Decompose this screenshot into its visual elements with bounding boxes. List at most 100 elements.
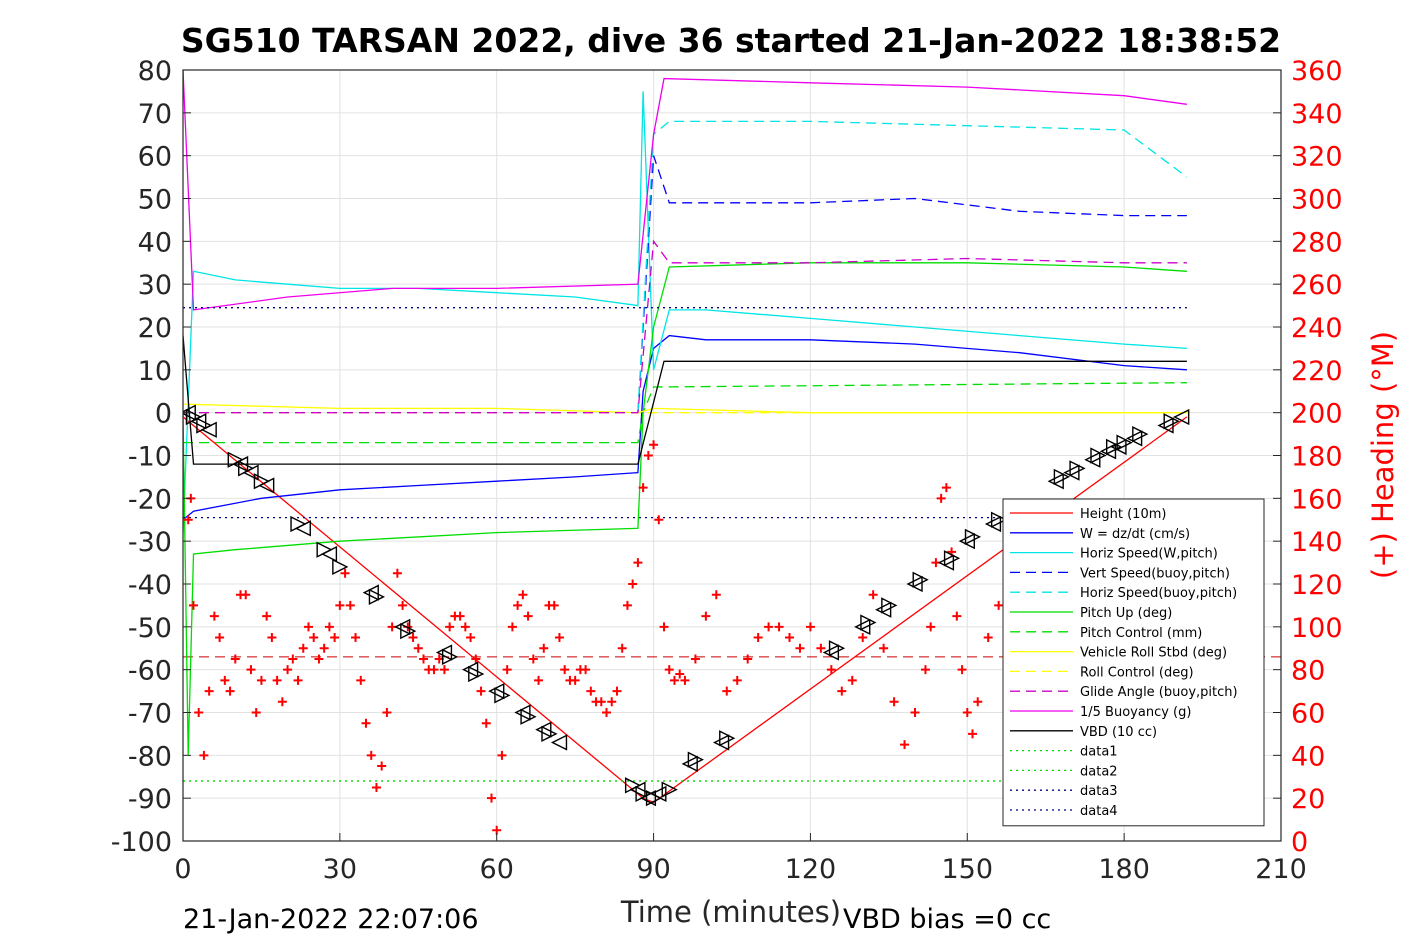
y2-tick-label: 240 [1291, 313, 1343, 344]
x-tick-label: 90 [636, 854, 670, 885]
heading-point [607, 697, 617, 707]
heading-point [377, 761, 387, 771]
profile-marker [231, 455, 249, 473]
heading-point [303, 622, 313, 632]
x-tick-label: 120 [785, 854, 837, 885]
series-line-11 [183, 335, 1187, 465]
heading-point [957, 665, 967, 675]
legend-label: data1 [1080, 745, 1118, 760]
profile-marker [828, 640, 846, 657]
y2-tick-label: 260 [1291, 270, 1343, 301]
profile-marker [1173, 408, 1190, 426]
y-tick-label: 20 [138, 313, 172, 344]
heading-point [225, 686, 235, 696]
heading-point [277, 697, 287, 707]
profile-marker [1069, 460, 1086, 477]
heading-point [816, 643, 826, 653]
profile-marker [1126, 430, 1143, 447]
heading-point [267, 633, 277, 643]
heading-point [335, 600, 345, 610]
x-tick-label: 60 [480, 854, 514, 885]
profile-marker [394, 618, 411, 635]
y-tick-label: -30 [128, 527, 172, 558]
heading-point [204, 686, 214, 696]
heading-point [732, 675, 742, 685]
x-tick-label: 0 [174, 854, 191, 885]
legend-label: Height (10m) [1080, 507, 1166, 522]
profile-marker [943, 550, 961, 567]
heading-point [941, 483, 951, 493]
heading-point [549, 600, 559, 610]
profile-marker [681, 755, 698, 773]
profile-marker [1090, 447, 1107, 464]
legend-label: Horiz Speed(buoy,pitch) [1080, 586, 1237, 601]
heading-point [256, 675, 266, 685]
heading-point [612, 686, 622, 696]
legend-label: data3 [1080, 784, 1118, 799]
y-tick-label: 30 [138, 270, 172, 301]
legend-label: W = dz/dt (cm/s) [1080, 527, 1190, 542]
y-tick-label: -20 [128, 484, 172, 515]
profile-marker [964, 528, 982, 546]
heading-point [324, 622, 334, 632]
profile-marker [712, 734, 730, 751]
heading-point [879, 643, 889, 653]
profile-marker [258, 477, 275, 494]
heading-point [690, 654, 700, 664]
heading-point [994, 600, 1004, 610]
y-tick-label: 50 [138, 185, 172, 216]
series-line-5 [183, 262, 1187, 756]
profile-marker [860, 614, 877, 631]
heading-point [659, 622, 669, 632]
heading-point [805, 622, 815, 632]
heading-point [983, 633, 993, 643]
series-line-9 [183, 239, 1187, 414]
profile-marker [1063, 464, 1080, 481]
heading-point [413, 643, 423, 653]
y2-tick-label: 160 [1291, 484, 1343, 515]
heading-point [926, 622, 936, 632]
heading-point [633, 558, 643, 568]
heading-point [534, 675, 544, 685]
heading-point [481, 718, 491, 728]
heading-point [669, 675, 679, 685]
y2-tick-label: 200 [1291, 399, 1343, 430]
heading-point [675, 669, 685, 679]
heading-point [920, 665, 930, 675]
heading-point [973, 697, 983, 707]
heading-point [518, 590, 528, 600]
heading-point [366, 750, 376, 760]
heading-point [701, 611, 711, 621]
heading-point [497, 750, 507, 760]
heading-point [622, 600, 632, 610]
heading-point [554, 633, 564, 643]
y-tick-label: -60 [128, 656, 172, 687]
heading-point [837, 686, 847, 696]
legend-label: Pitch Control (mm) [1080, 626, 1202, 641]
series-line-1 [183, 334, 1187, 521]
y2-tick-label: 320 [1291, 142, 1343, 173]
profile-marker [719, 730, 736, 747]
profile-marker [906, 575, 923, 593]
profile-marker [1110, 438, 1127, 456]
y-tick-label: 0 [155, 399, 172, 430]
x-tick-label: 210 [1255, 854, 1307, 885]
heading-point [847, 675, 857, 685]
heading-point [220, 675, 230, 685]
heading-point [361, 718, 371, 728]
heading-point [246, 665, 256, 675]
heading-point [351, 633, 361, 643]
y2-tick-label: 80 [1291, 656, 1325, 687]
y-tick-label: -40 [128, 570, 172, 601]
legend-label: Pitch Up (deg) [1080, 606, 1172, 621]
legend-label: Horiz Speed(W,pitch) [1080, 547, 1218, 562]
profile-marker [984, 515, 1002, 533]
profile-marker [937, 554, 955, 571]
x-tick-label: 150 [942, 854, 994, 885]
footer-vbd-bias: VBD bias =0 cc [843, 904, 1051, 935]
y-tick-label: 70 [138, 99, 172, 130]
profile-marker [400, 622, 417, 640]
heading-point [581, 665, 591, 675]
axis-ticks: 0 30 60 90 120 150 180 21080706050403020100-10-… [111, 56, 1343, 885]
heading-point [215, 633, 225, 643]
